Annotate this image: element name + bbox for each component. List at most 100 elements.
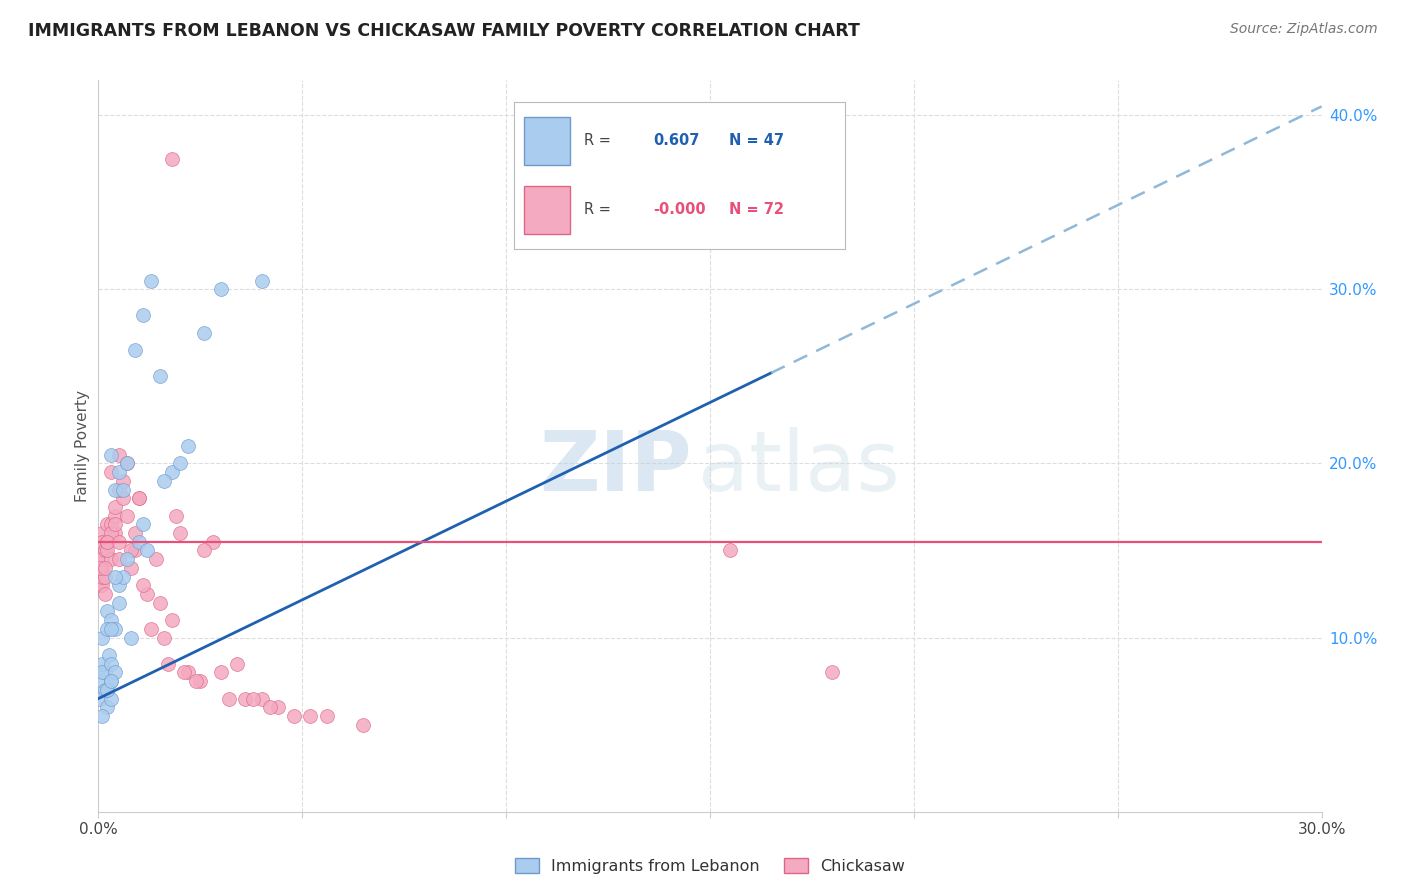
Point	[100, 448, 122, 462]
Point	[93, 569, 115, 583]
Point	[120, 631, 142, 645]
Point	[209, 665, 232, 680]
Point	[124, 526, 146, 541]
Text: atlas: atlas	[697, 427, 900, 508]
Point	[91, 665, 114, 680]
Point	[160, 152, 183, 166]
Point	[120, 561, 142, 575]
Point	[136, 587, 159, 601]
Point	[96, 534, 118, 549]
Point	[100, 691, 122, 706]
Point	[242, 691, 264, 706]
Point	[100, 657, 122, 671]
Point	[108, 483, 131, 497]
Point	[104, 500, 127, 514]
Point	[177, 439, 200, 453]
Point	[90, 552, 112, 566]
Point	[100, 465, 122, 479]
Point	[91, 534, 114, 549]
Point	[97, 648, 120, 662]
Point	[124, 343, 146, 358]
Point	[128, 534, 150, 549]
Point	[100, 622, 122, 636]
Point	[108, 465, 131, 479]
Y-axis label: Family Poverty: Family Poverty	[75, 390, 90, 502]
Point	[93, 682, 115, 697]
Point	[91, 578, 114, 592]
Point	[100, 517, 122, 532]
Point	[111, 569, 134, 583]
Point	[149, 369, 172, 384]
Point	[91, 674, 114, 689]
Point	[160, 613, 183, 627]
Point	[91, 631, 114, 645]
Point	[188, 674, 212, 689]
Point	[108, 578, 131, 592]
Point	[100, 674, 122, 689]
Point	[91, 709, 114, 723]
Point	[115, 552, 138, 566]
Point	[315, 709, 337, 723]
Point	[104, 508, 127, 523]
Legend: Immigrants from Lebanon, Chickasaw: Immigrants from Lebanon, Chickasaw	[508, 852, 912, 880]
Point	[132, 578, 155, 592]
Point	[91, 569, 114, 583]
Point	[108, 448, 131, 462]
Point	[218, 691, 240, 706]
Point	[124, 543, 146, 558]
Point	[111, 491, 134, 506]
Point	[115, 457, 138, 471]
Text: ZIP: ZIP	[538, 427, 692, 508]
Point	[173, 665, 195, 680]
Point	[104, 483, 127, 497]
Point	[120, 543, 142, 558]
Point	[100, 674, 122, 689]
Point	[96, 700, 118, 714]
Point	[267, 700, 290, 714]
Point	[96, 543, 118, 558]
Point	[89, 578, 111, 592]
Point	[89, 543, 111, 558]
Point	[96, 604, 118, 618]
Point	[209, 282, 232, 296]
Point	[226, 657, 249, 671]
Point	[104, 517, 127, 532]
Point	[104, 526, 127, 541]
Point	[89, 691, 111, 706]
Point	[96, 622, 118, 636]
Point	[91, 657, 114, 671]
Point	[96, 517, 118, 532]
Point	[96, 534, 118, 549]
Point	[160, 465, 183, 479]
Point	[128, 491, 150, 506]
Point	[132, 517, 155, 532]
Point	[100, 526, 122, 541]
Point	[128, 491, 150, 506]
Point	[115, 508, 138, 523]
Point	[89, 561, 111, 575]
Point	[104, 665, 127, 680]
Point	[90, 552, 112, 566]
Point	[186, 674, 208, 689]
Point	[141, 622, 163, 636]
Point	[93, 561, 115, 575]
Point	[193, 326, 215, 340]
Point	[145, 552, 167, 566]
Point	[115, 457, 138, 471]
Point	[177, 665, 200, 680]
Point	[259, 700, 281, 714]
Point	[193, 543, 215, 558]
Point	[93, 665, 115, 680]
Point	[352, 717, 374, 731]
Point	[91, 526, 114, 541]
Point	[152, 474, 174, 488]
Point	[165, 508, 187, 523]
Text: Source: ZipAtlas.com: Source: ZipAtlas.com	[1230, 22, 1378, 37]
Point	[233, 691, 256, 706]
Point	[96, 682, 118, 697]
Point	[250, 274, 273, 288]
Point	[96, 682, 118, 697]
Point	[299, 709, 322, 723]
Point	[201, 534, 224, 549]
Point	[132, 309, 155, 323]
